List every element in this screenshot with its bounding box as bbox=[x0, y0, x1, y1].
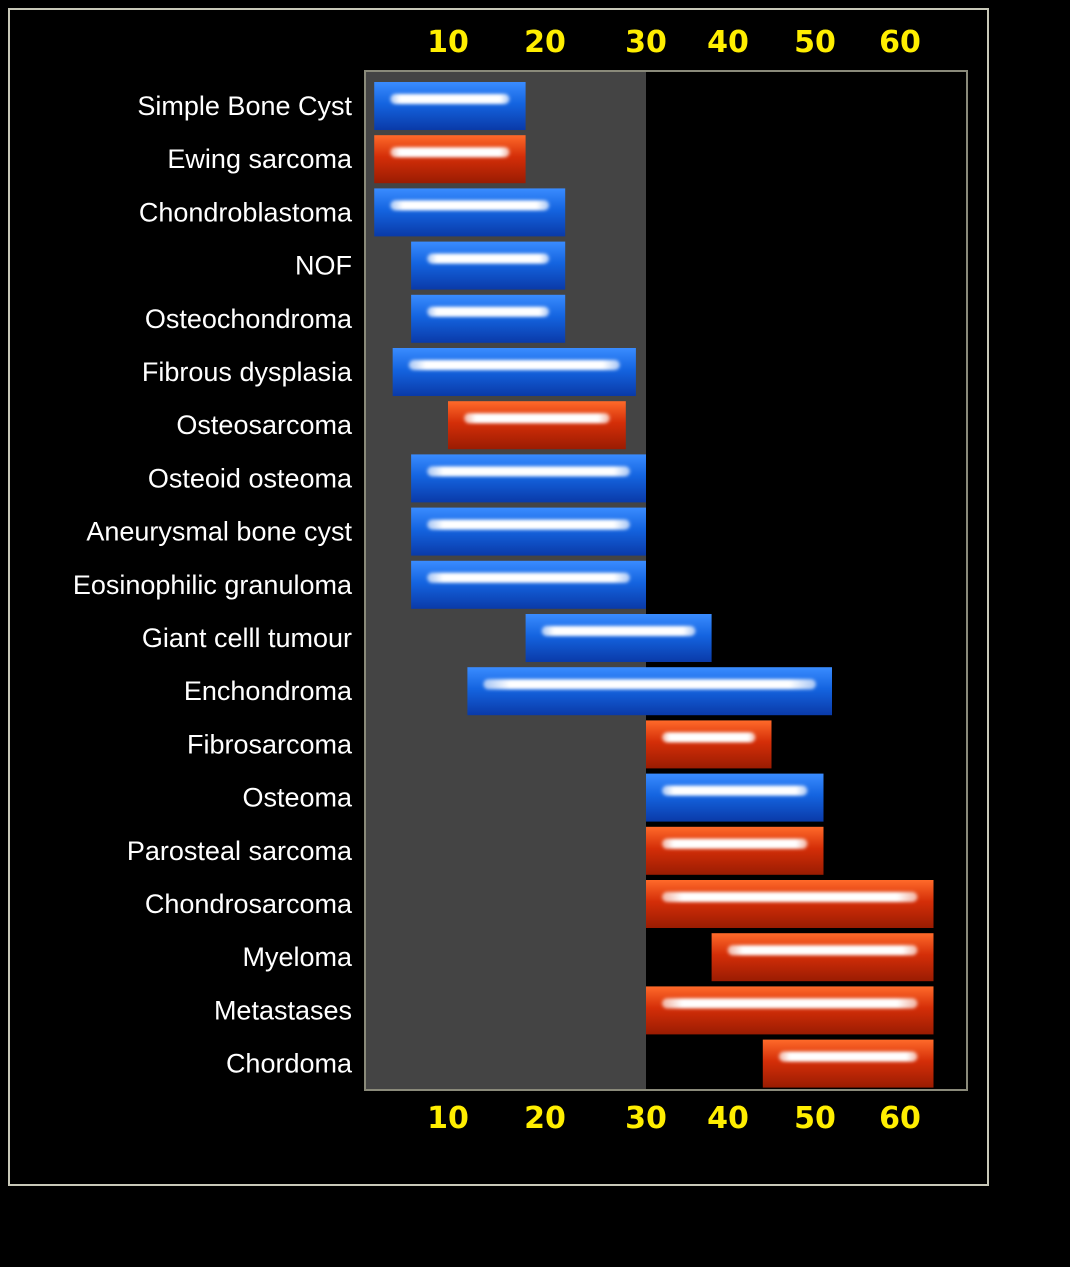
bar-body bbox=[646, 720, 772, 769]
bar-body bbox=[467, 667, 832, 716]
category-label: Enchondroma bbox=[184, 676, 353, 706]
x-tick-label-top: 30 bbox=[625, 25, 667, 60]
bar-body bbox=[411, 241, 566, 290]
category-label: NOF bbox=[295, 251, 352, 281]
bar-nof bbox=[411, 241, 566, 290]
bar-ewing-sarcoma bbox=[374, 135, 526, 184]
bar-body bbox=[374, 188, 566, 237]
category-label: Chordoma bbox=[226, 1049, 353, 1079]
bar-osteochondroma bbox=[411, 294, 566, 343]
bar-body bbox=[411, 294, 566, 343]
x-tick-label-top: 10 bbox=[427, 25, 469, 60]
bar-highlight bbox=[662, 838, 808, 849]
bar-body bbox=[646, 880, 934, 928]
bar-highlight bbox=[427, 466, 630, 477]
bar-highlight bbox=[427, 572, 630, 583]
bar-giant-celll-tumour bbox=[525, 614, 712, 662]
x-tick-label-bottom: 20 bbox=[524, 1101, 566, 1136]
bar-chondroblastoma bbox=[374, 188, 566, 237]
bar-body bbox=[646, 826, 824, 875]
bar-highlight bbox=[390, 94, 510, 104]
bar-body bbox=[525, 614, 712, 662]
bar-highlight bbox=[427, 306, 550, 317]
bar-body bbox=[411, 454, 646, 503]
category-label: Aneurysmal bone cyst bbox=[86, 517, 352, 547]
category-label: Osteosarcoma bbox=[176, 410, 353, 440]
bar-body bbox=[762, 1039, 934, 1088]
bar-highlight bbox=[390, 147, 510, 158]
category-label: Ewing sarcoma bbox=[167, 144, 353, 174]
category-label: Fibrous dysplasia bbox=[142, 357, 353, 387]
bar-enchondroma bbox=[467, 667, 832, 716]
bar-body bbox=[374, 135, 526, 184]
x-tick-label-top: 20 bbox=[524, 25, 566, 60]
bar-highlight bbox=[483, 679, 816, 690]
category-label: Metastases bbox=[214, 995, 352, 1025]
x-tick-label-bottom: 30 bbox=[625, 1101, 667, 1136]
category-label: Simple Bone Cyst bbox=[137, 91, 352, 121]
bar-fibrosarcoma bbox=[646, 720, 772, 769]
bar-body bbox=[646, 773, 824, 822]
bar-highlight bbox=[662, 892, 918, 902]
category-label: Osteoma bbox=[242, 783, 353, 813]
x-tick-label-top: 50 bbox=[794, 25, 836, 60]
x-tick-label-bottom: 50 bbox=[794, 1101, 836, 1136]
plot-border bbox=[364, 70, 968, 1091]
bar-highlight bbox=[464, 413, 610, 424]
x-tick-label-top: 40 bbox=[707, 25, 749, 60]
bar-myeloma bbox=[711, 933, 934, 982]
bar-highlight bbox=[662, 998, 918, 1009]
x-tick-label-top: 60 bbox=[879, 25, 921, 60]
bar-simple-bone-cyst bbox=[374, 82, 526, 130]
bar-osteoma bbox=[646, 773, 824, 822]
bar-eosinophilic-granuloma bbox=[411, 560, 646, 609]
bar-body bbox=[374, 82, 526, 130]
bar-body bbox=[392, 348, 636, 396]
bar-body bbox=[411, 560, 646, 609]
category-label: Parosteal sarcoma bbox=[127, 836, 353, 866]
x-tick-label-bottom: 40 bbox=[707, 1101, 749, 1136]
bar-fibrous-dysplasia bbox=[392, 348, 636, 396]
bar-osteoid-osteoma bbox=[411, 454, 646, 503]
bar-parosteal-sarcoma bbox=[646, 826, 824, 875]
bar-chordoma bbox=[762, 1039, 934, 1088]
bar-highlight bbox=[778, 1051, 918, 1062]
bar-osteosarcoma bbox=[448, 401, 626, 450]
bar-highlight bbox=[662, 732, 756, 743]
bar-aneurysmal-bone-cyst bbox=[411, 507, 646, 556]
bar-highlight bbox=[727, 945, 918, 956]
bar-body bbox=[711, 933, 934, 982]
bar-highlight bbox=[408, 360, 620, 370]
bar-body bbox=[646, 986, 934, 1035]
category-label: Myeloma bbox=[242, 942, 353, 972]
bar-highlight bbox=[427, 253, 550, 264]
category-label: Giant celll tumour bbox=[142, 623, 352, 653]
x-tick-label-bottom: 60 bbox=[879, 1101, 921, 1136]
x-tick-label-bottom: 10 bbox=[427, 1101, 469, 1136]
bar-highlight bbox=[541, 626, 696, 636]
bar-highlight bbox=[390, 200, 550, 211]
bar-metastases bbox=[646, 986, 934, 1035]
bar-body bbox=[448, 401, 626, 450]
bar-body bbox=[411, 507, 646, 556]
category-label: Eosinophilic granuloma bbox=[73, 570, 353, 600]
category-label: Osteochondroma bbox=[145, 304, 353, 334]
category-label: Chondrosarcoma bbox=[145, 889, 353, 919]
bar-highlight bbox=[662, 785, 808, 796]
category-label: Chondroblastoma bbox=[139, 197, 353, 227]
category-label: Fibrosarcoma bbox=[187, 729, 353, 759]
bar-highlight bbox=[427, 519, 630, 530]
category-label: Osteoid osteoma bbox=[148, 463, 353, 493]
bar-chondrosarcoma bbox=[646, 880, 934, 928]
